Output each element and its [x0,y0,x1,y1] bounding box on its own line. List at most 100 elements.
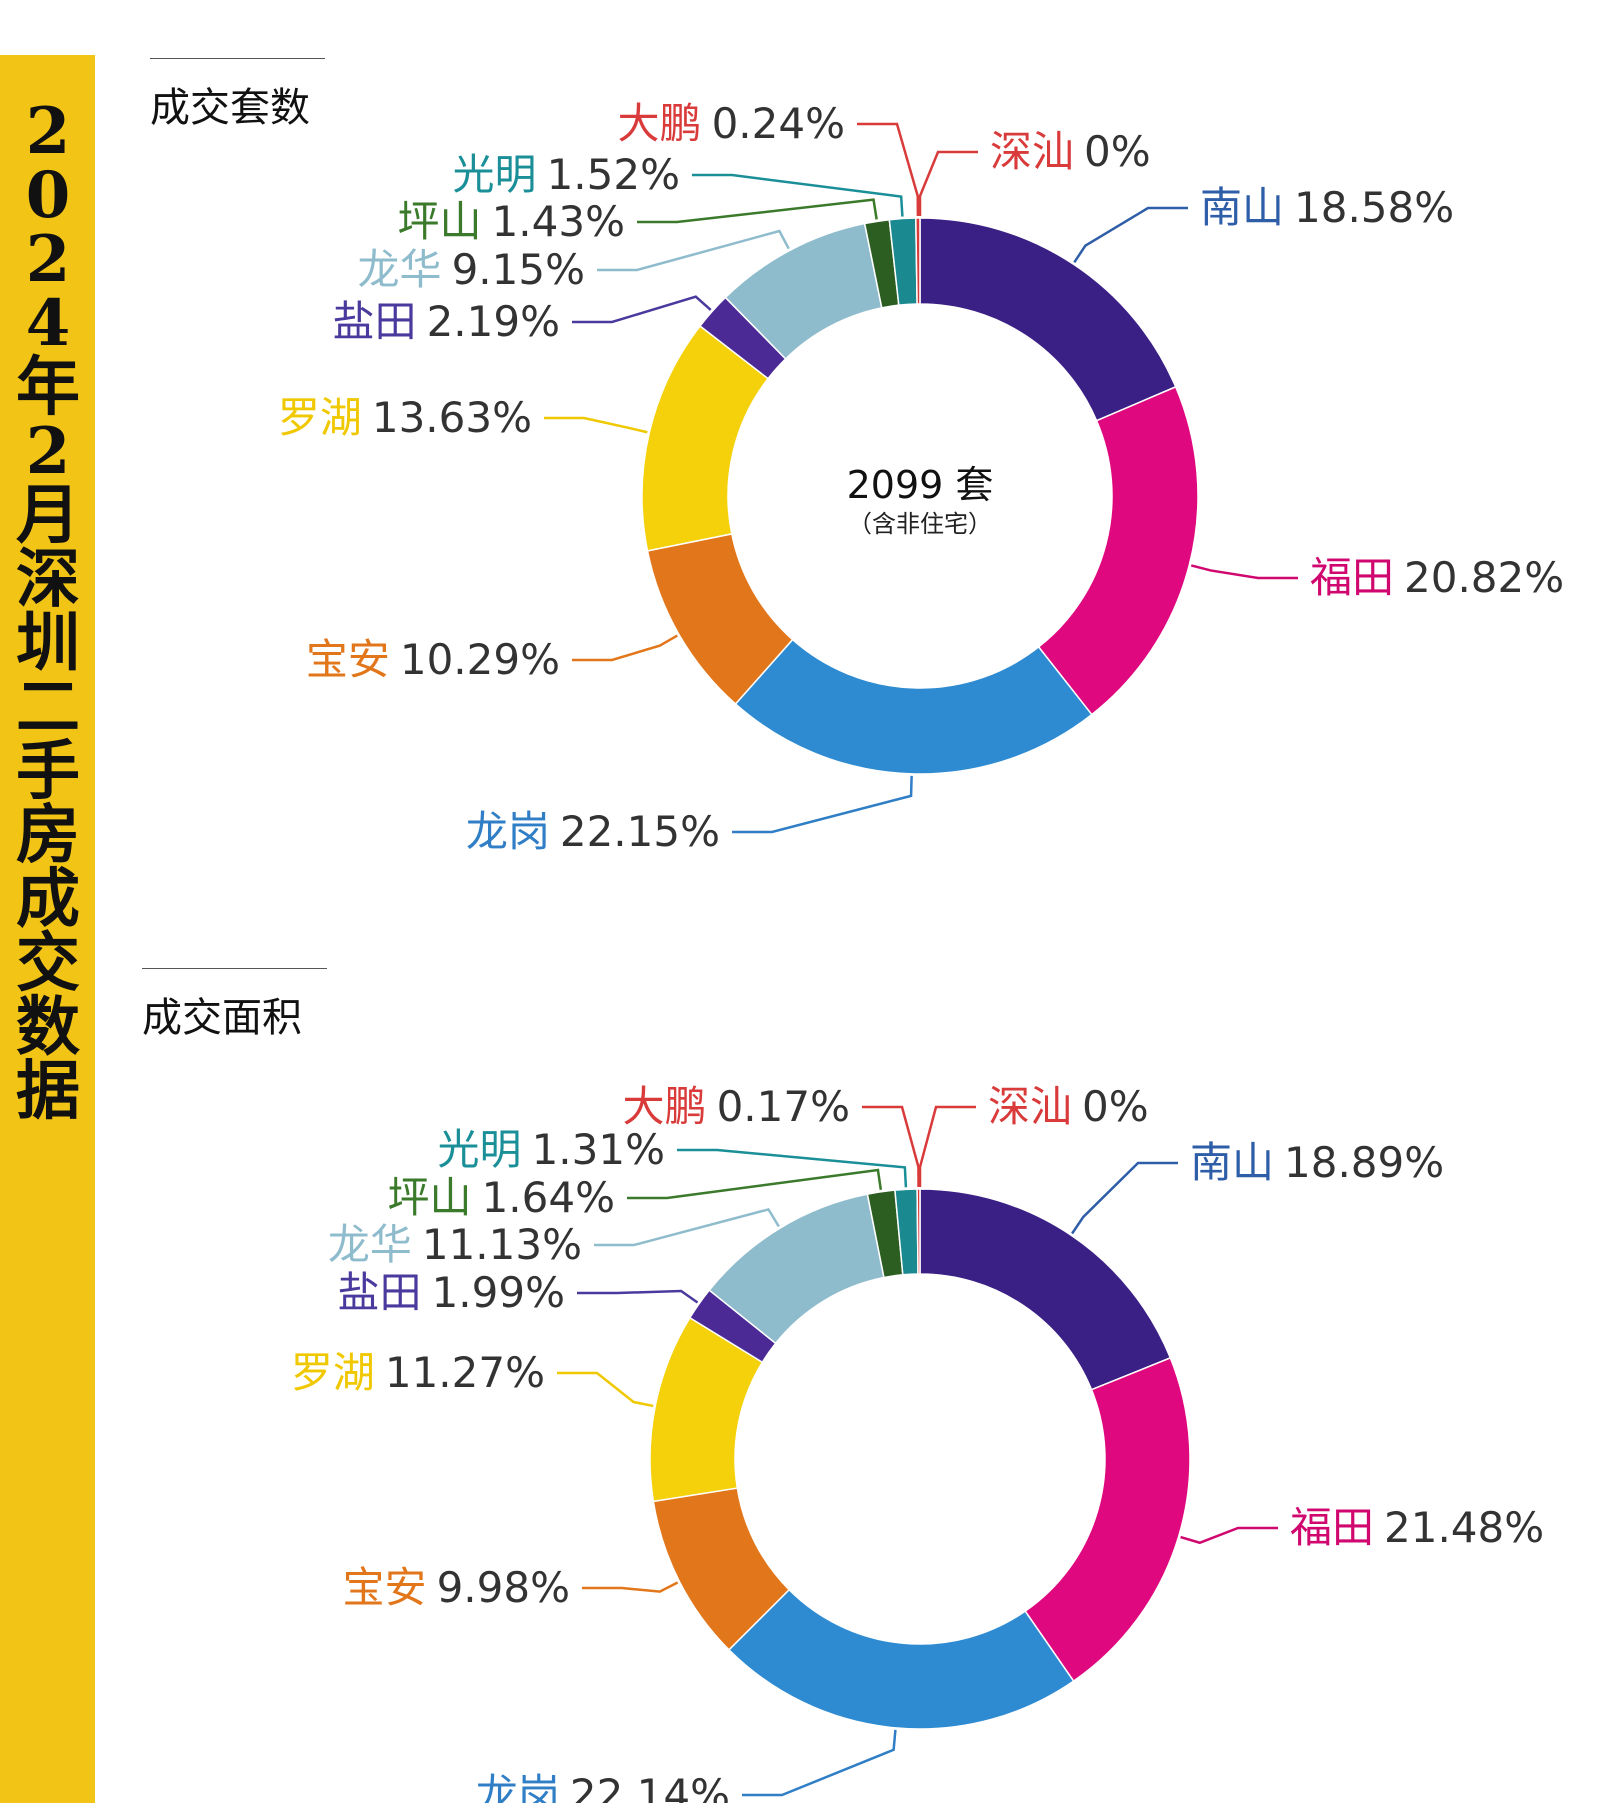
slice-name-0-7: 坪山 [398,197,482,246]
slice-value-0-8: 1.52% [547,150,680,199]
slice-label-1-7: 坪山 1.64% [388,1173,615,1222]
slice-label-0-8: 光明 1.52% [453,150,680,199]
slice-name-0-9: 大鹏 [618,99,702,148]
panel-rule-top [150,58,325,59]
slice-name-1-3: 宝安 [343,1563,427,1612]
leader-line-1-1 [1180,1526,1278,1545]
donut-slice-1-2 [727,1588,1075,1730]
slice-label-0-10: 深汕 0% [990,127,1151,176]
slice-value-0-10: 0% [1084,127,1151,176]
slice-label-0-5: 盐田 2.19% [333,297,560,346]
slice-label-0-7: 坪山 1.43% [398,197,625,246]
slice-name-0-5: 盐田 [333,297,417,346]
slice-value-1-10: 0% [1082,1082,1149,1131]
leader-line-1-5 [577,1289,699,1304]
leader-line-1-0 [1071,1161,1178,1235]
leader-line-0-4 [544,416,648,434]
slice-value-1-7: 1.64% [482,1173,615,1222]
slice-label-1-1: 福田 21.48% [1290,1503,1544,1552]
leader-line-1-10 [918,1105,976,1187]
slice-name-1-5: 盐田 [338,1268,422,1317]
leader-line-0-7 [637,198,878,224]
slice-value-1-0: 18.89% [1284,1138,1444,1187]
leader-line-0-8 [692,173,904,217]
slice-label-1-4: 罗湖 11.27% [291,1348,545,1397]
slice-label-0-0: 南山 18.58% [1200,183,1454,232]
leader-line-1-4 [557,1371,654,1408]
slice-value-1-6: 11.13% [422,1220,582,1269]
slice-name-1-10: 深汕 [988,1082,1072,1131]
slice-label-1-2: 龙岗 22.14% [476,1770,730,1803]
slice-label-1-6: 龙华 11.13% [328,1220,582,1269]
slice-value-0-4: 13.63% [372,393,532,442]
leader-line-1-2 [742,1729,897,1797]
donut-chart-area: 南山 18.89% 福田 21.48% 龙岗 22.14% 宝安 9.98% 罗湖 11.27% 盐… [291,1082,1544,1803]
donut-slice-1-1 [1024,1356,1191,1683]
slice-name-1-0: 南山 [1190,1138,1274,1187]
donut-slice-1-0 [919,1188,1172,1391]
slice-label-1-0: 南山 18.89% [1190,1138,1444,1187]
slice-name-0-2: 龙岗 [466,807,550,856]
leader-line-0-10 [918,150,978,216]
slice-value-0-0: 18.58% [1294,183,1454,232]
donut-slice-0-0 [919,217,1177,422]
slice-value-0-6: 9.15% [452,245,585,294]
slice-label-0-6: 龙华 9.15% [358,245,585,294]
leader-line-0-6 [597,229,790,272]
panel-title-count: 成交套数 [150,85,310,131]
slice-name-1-7: 坪山 [388,1173,472,1222]
donut-slice-0-9 [915,217,921,305]
panel-rule-bottom [142,968,327,969]
slice-value-1-1: 21.48% [1384,1503,1544,1552]
panel-title-area: 成交面积 [142,995,302,1041]
slice-name-0-6: 龙华 [358,245,442,294]
slice-name-0-4: 罗湖 [278,393,362,442]
donut-slice-0-1 [1037,385,1199,716]
slice-name-0-0: 南山 [1200,183,1284,232]
slice-name-1-9: 大鹏 [623,1082,707,1131]
slice-name-0-10: 深汕 [990,127,1074,176]
leader-line-1-6 [594,1207,780,1247]
leader-line-0-3 [572,634,678,662]
slice-name-1-8: 光明 [438,1125,522,1174]
side-banner [0,55,95,1803]
slice-label-1-10: 深汕 0% [988,1082,1149,1131]
side-title: 2024年2月深圳二手房成交数据 [16,94,80,1129]
leader-line-1-8 [677,1148,908,1188]
slice-name-1-6: 龙华 [328,1220,412,1269]
slice-label-1-5: 盐田 1.99% [338,1268,565,1317]
slice-name-0-8: 光明 [453,150,537,199]
slice-name-1-2: 龙岗 [476,1770,560,1803]
slice-name-0-1: 福田 [1310,553,1394,602]
slice-value-1-2: 22.14% [570,1770,730,1803]
leader-line-1-7 [627,1168,883,1200]
slice-label-1-8: 光明 1.31% [438,1125,665,1174]
leader-line-0-5 [572,295,712,324]
donut-slice-1-9 [916,1188,921,1275]
slice-name-1-1: 福田 [1290,1503,1374,1552]
slice-label-0-2: 龙岗 22.15% [466,807,720,856]
leader-line-0-9 [857,122,920,217]
slice-value-0-1: 20.82% [1404,553,1564,602]
slice-value-1-4: 11.27% [385,1348,545,1397]
slice-label-0-3: 宝安 10.29% [306,635,560,684]
slice-label-0-1: 福田 20.82% [1310,553,1564,602]
donut-slice-0-2 [734,638,1093,775]
slice-value-1-5: 1.99% [432,1268,565,1317]
slice-name-1-4: 罗湖 [291,1348,375,1397]
leader-line-1-9 [862,1105,920,1188]
center-subtext-0: （含非住宅） [848,510,992,538]
slice-value-0-9: 0.24% [712,99,845,148]
slice-label-1-9: 大鹏 0.17% [623,1082,850,1131]
leader-line-0-2 [732,775,913,834]
donut-chart-count: 南山 18.58% 福田 20.82% 龙岗 22.15% 宝安 10.29% 罗湖 13.63%… [278,99,1564,856]
slice-label-1-3: 宝安 9.98% [343,1563,570,1612]
center-text-0: 2099 套 [847,463,994,507]
slice-value-1-9: 0.17% [717,1082,850,1131]
slice-value-1-8: 1.31% [532,1125,665,1174]
slice-value-0-7: 1.43% [492,197,625,246]
slice-label-0-4: 罗湖 13.63% [278,393,532,442]
leader-line-0-1 [1190,564,1298,580]
leader-line-0-0 [1073,206,1188,264]
